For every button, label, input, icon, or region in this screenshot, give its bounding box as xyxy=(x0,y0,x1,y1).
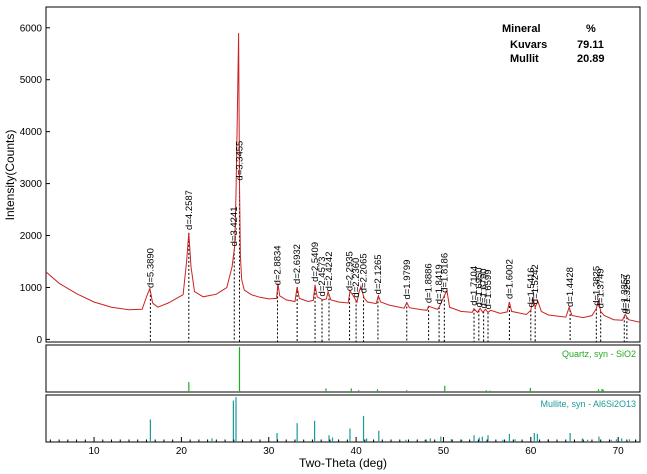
x-tick-label: 70 xyxy=(613,446,625,457)
y-tick-label: 5000 xyxy=(20,75,43,86)
peak-label: d=1.6599 xyxy=(483,270,494,310)
x-tick-label: 10 xyxy=(88,446,100,457)
table-row-name: Mullit xyxy=(510,53,539,65)
peak-label: d=4.2587 xyxy=(184,190,195,230)
peak-label: d=2.4573 xyxy=(317,257,328,297)
peak-label: d=1.3749 xyxy=(596,268,607,308)
table-row-name: Kuvars xyxy=(510,39,547,51)
peak-label: d=1.8419 xyxy=(434,264,445,304)
peak-label: d=2.8834 xyxy=(272,245,283,285)
mullite-panel-frame xyxy=(45,394,641,443)
peak-label: d=2.2065 xyxy=(359,253,370,293)
table-header-mineral: Mineral xyxy=(502,23,541,35)
y-tick-label: 2000 xyxy=(20,231,43,242)
quartz-reference-panel: Quartz, syn - SiO2 xyxy=(45,344,641,393)
main-plot-frame xyxy=(45,6,641,343)
x-tick-label: 50 xyxy=(438,446,450,457)
main-plot-panel: 0 1000 2000 3000 4000 5000 6000 d=5.3890 d=4.25… xyxy=(20,6,641,346)
peak-labels: d=5.3890 d=4.2587 d=3.4241 d=3.3455 d=2.8834… xyxy=(145,141,633,314)
mullite-reference-label: Mullite, syn - Al6Si2O13 xyxy=(540,399,636,409)
peak-label: d=2.5409 xyxy=(310,242,321,282)
peak-label: d=2.1265 xyxy=(373,254,384,294)
diffraction-pattern-line xyxy=(45,32,641,323)
table-row-value: 79.11 xyxy=(577,39,604,51)
y-tick-label: 4000 xyxy=(20,127,43,138)
y-tick-label: 3000 xyxy=(20,179,43,190)
x-tick-label: 30 xyxy=(263,446,275,457)
peak-label: d=1.3825 xyxy=(591,266,602,306)
mineral-table: Mineral % Kuvars 79.11 Mullit 20.89 xyxy=(502,23,605,65)
x-axis-label: Two-Theta (deg) xyxy=(299,456,387,470)
peak-label: d=2.2935 xyxy=(345,251,356,291)
peak-label: d=3.4241 xyxy=(229,206,240,246)
peak-label: d=1.8886 xyxy=(424,263,435,303)
peak-label: d=2.2360 xyxy=(351,258,362,298)
table-header-percent: % xyxy=(586,23,596,35)
peak-label: d=5.3890 xyxy=(145,248,156,288)
table-row-value: 20.89 xyxy=(577,53,605,65)
peak-label: d=1.7104 xyxy=(469,266,480,306)
y-tick-label: 6000 xyxy=(20,23,43,34)
peak-label: d=2.4242 xyxy=(324,251,335,291)
peak-label: d=1.5242 xyxy=(530,264,541,304)
y-tick-label: 0 xyxy=(36,335,42,346)
x-tick-label: 20 xyxy=(176,446,188,457)
x-axis-ticks: 10 20 30 40 50 60 70 xyxy=(49,437,637,457)
peak-label: d=1.3265 xyxy=(622,274,633,314)
peak-label: d=3.3455 xyxy=(234,141,245,181)
peak-label: d=1.3357 xyxy=(619,273,630,313)
y-axis-label: Intensity(Counts) xyxy=(3,130,17,221)
peak-label: d=1.6950 xyxy=(474,267,485,307)
peak-label: d=2.6932 xyxy=(292,244,303,284)
peak-drop-lines xyxy=(149,183,628,342)
peak-label: d=1.5416 xyxy=(526,267,537,307)
y-tick-label: 1000 xyxy=(20,283,43,294)
x-tick-label: 40 xyxy=(351,446,363,457)
x-tick-label: 60 xyxy=(525,446,537,457)
y-axis-ticks: 0 1000 2000 3000 4000 5000 6000 xyxy=(20,23,50,346)
peak-label: d=1.8186 xyxy=(439,253,450,293)
quartz-reference-label: Quartz, syn - SiO2 xyxy=(562,349,636,359)
peak-label: d=1.6790 xyxy=(479,268,490,308)
peak-label: d=1.6002 xyxy=(504,259,515,299)
peak-label: d=1.9799 xyxy=(402,260,413,300)
peak-label: d=1.4428 xyxy=(565,267,576,307)
quartz-reference-lines xyxy=(188,347,604,392)
quartz-panel-frame xyxy=(45,344,641,393)
